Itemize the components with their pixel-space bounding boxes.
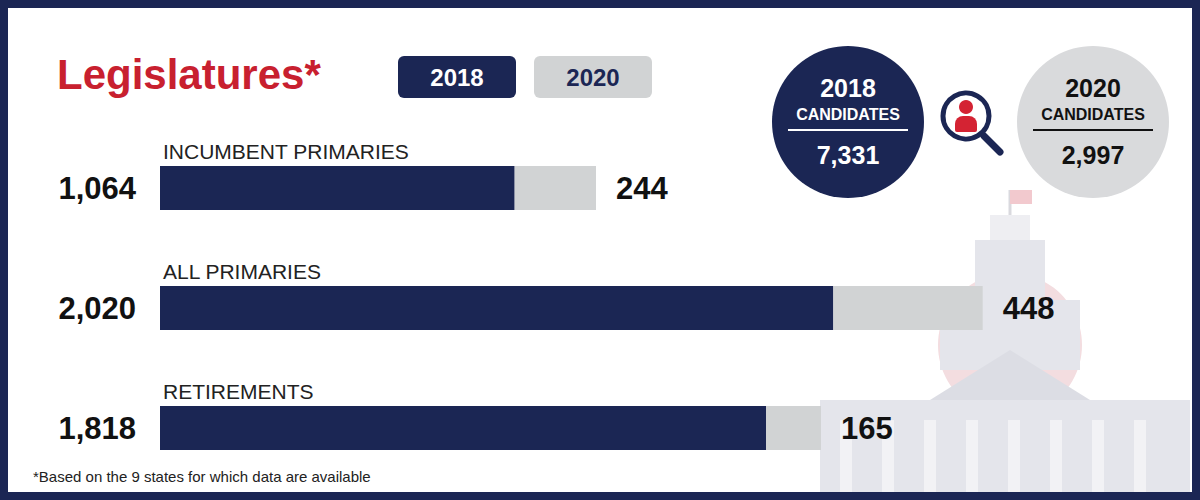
svg-text:2020: 2020 [566, 64, 619, 91]
svg-text:CANDIDATES: CANDIDATES [1041, 106, 1145, 123]
svg-text:2,020: 2,020 [58, 291, 136, 326]
svg-text:448: 448 [1003, 291, 1055, 326]
svg-text:ALL PRIMARIES: ALL PRIMARIES [163, 260, 321, 283]
svg-text:2018: 2018 [430, 64, 483, 91]
svg-text:CANDIDATES: CANDIDATES [796, 106, 900, 123]
svg-text:*Based on the 9 states for whi: *Based on the 9 states for which data ar… [33, 468, 371, 485]
svg-text:165: 165 [841, 411, 893, 446]
svg-text:2,997: 2,997 [1062, 141, 1125, 169]
svg-text:RETIREMENTS: RETIREMENTS [163, 380, 314, 403]
svg-text:2018: 2018 [820, 74, 876, 102]
svg-text:Legislatures*: Legislatures* [57, 51, 321, 98]
svg-text:INCUMBENT PRIMARIES: INCUMBENT PRIMARIES [163, 140, 409, 163]
svg-text:2020: 2020 [1065, 74, 1121, 102]
svg-text:7,331: 7,331 [817, 141, 880, 169]
svg-text:1,064: 1,064 [58, 171, 136, 206]
svg-text:1,818: 1,818 [58, 411, 136, 446]
svg-text:244: 244 [616, 171, 668, 206]
